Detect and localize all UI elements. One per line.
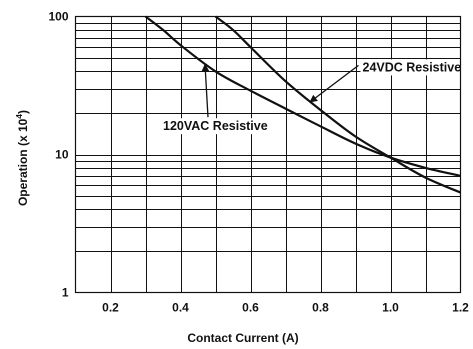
- x-tick-label: 0.8: [312, 301, 329, 315]
- curves: [144, 15, 461, 194]
- x-tick-label: 0.2: [102, 301, 119, 315]
- x-tick-label: 0.4: [172, 301, 189, 315]
- grid: [75, 16, 461, 293]
- y-axis-title-main: Operation (x 10: [16, 118, 30, 206]
- curve-label-background: [161, 118, 284, 135]
- curve-labels: 120VAC Resistive 24VDC Resistive: [161, 59, 473, 135]
- label-arrow: [309, 64, 359, 103]
- label-arrow: [201, 63, 210, 118]
- y-tick-label: 10: [55, 148, 69, 162]
- curve-120vac-resistive: [144, 15, 461, 177]
- x-tick-label: 0.6: [242, 301, 259, 315]
- tick-labels: 0.2 0.4 0.6 0.8 1.0 1.2 1 10 100: [48, 10, 469, 315]
- x-tick-label: 1.2: [452, 301, 469, 315]
- plot-frame: [74, 15, 462, 294]
- y-axis-title-close: ): [16, 110, 30, 114]
- y-axis-title-exponent: 4: [14, 114, 24, 119]
- y-tick-label: 1: [62, 286, 69, 300]
- x-axis-title: Contact Current (A): [187, 331, 298, 345]
- label-24vdc-resistive: 24VDC Resistive: [363, 60, 462, 74]
- curve-label-background: [360, 59, 473, 76]
- y-axis-title: Operation (x 104): [14, 110, 30, 206]
- y-tick-label: 100: [48, 10, 68, 24]
- x-tick-label: 1.0: [382, 301, 399, 315]
- label-120vac-resistive: 120VAC Resistive: [163, 119, 268, 133]
- curve-24vdc-resistive: [214, 15, 461, 194]
